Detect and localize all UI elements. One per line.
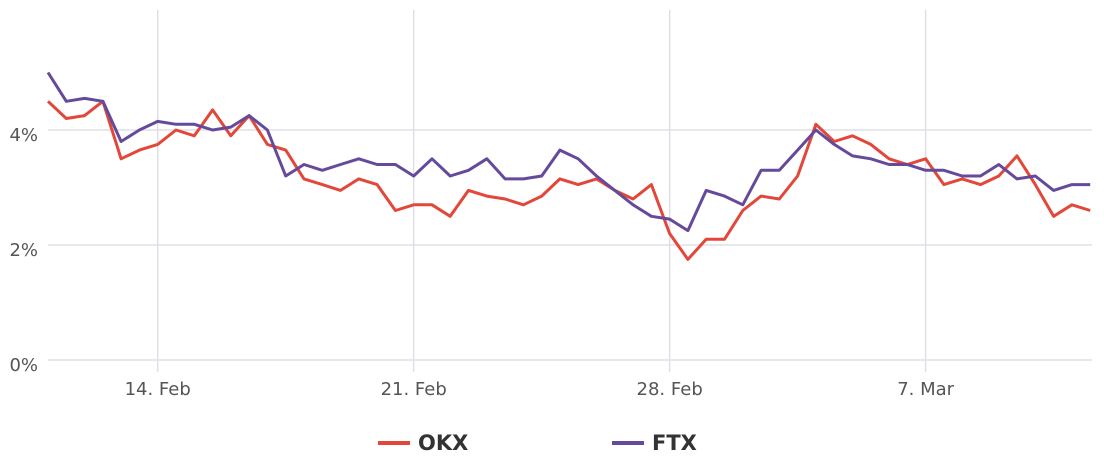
legend-label: FTX bbox=[652, 431, 697, 455]
y-tick-label: 4% bbox=[9, 125, 38, 146]
y-tick-label: 2% bbox=[9, 240, 38, 261]
legend-label: OKX bbox=[418, 431, 468, 455]
y-tick-label: 0% bbox=[9, 355, 38, 376]
line-series bbox=[46, 71, 1091, 233]
x-tick-label: 21. Feb bbox=[381, 379, 447, 400]
x-tick-label: 7. Mar bbox=[897, 379, 954, 400]
x-tick-label: 28. Feb bbox=[637, 379, 703, 400]
line-series bbox=[46, 99, 1091, 261]
x-tick-label: 14. Feb bbox=[125, 379, 191, 400]
